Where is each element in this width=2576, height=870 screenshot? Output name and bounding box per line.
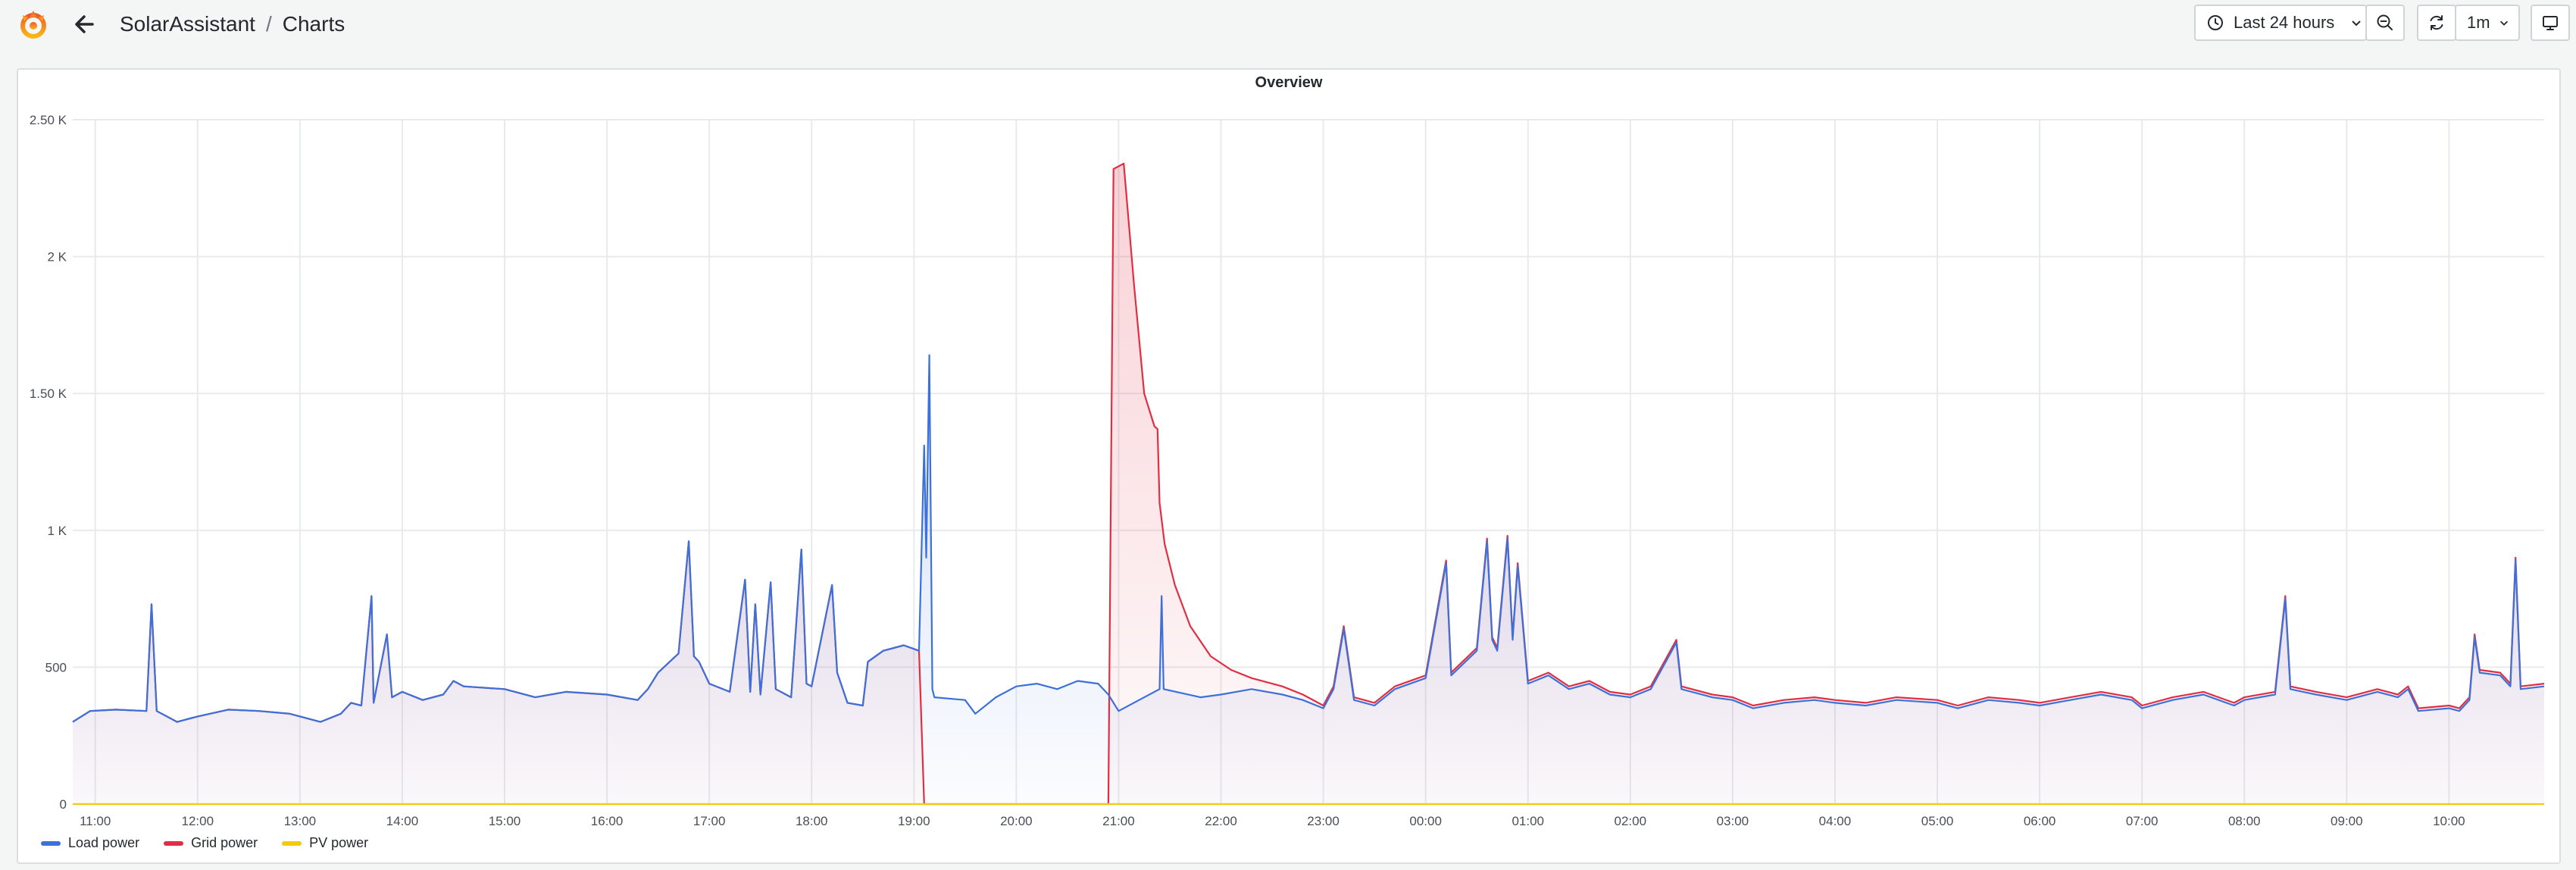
breadcrumb-separator: / [265,12,272,36]
x-tick-label: 15:00 [489,814,521,828]
chevron-down-icon [2499,20,2508,26]
clock-icon [2208,15,2223,30]
time-range-label: Last 24 hours [2234,13,2335,32]
legend-label: PV power [309,835,369,850]
series-area-load-power [73,355,2544,805]
y-tick-label: 2.50 K [30,113,67,127]
x-tick-label: 19:00 [898,814,930,828]
legend-item-load-power[interactable]: Load power [41,835,139,851]
legend-item-grid-power[interactable]: Grid power [164,835,258,851]
legend-item-pv-power[interactable]: PV power [282,835,368,851]
refresh-icon [2430,15,2443,30]
grafana-logo-icon[interactable] [17,8,50,41]
x-tick-label: 10:00 [2433,814,2465,828]
x-tick-label: 01:00 [1512,814,1544,828]
x-tick-label: 07:00 [2126,814,2159,828]
x-tick-label: 04:00 [1819,814,1852,828]
chart-panel: Overview 0 500 1 K 1.50 K 2 K 2.50 K 11:00 12:0… [17,68,2561,864]
legend-swatch [282,840,302,846]
x-tick-label: 13:00 [284,814,317,828]
x-tick-label: 23:00 [1307,814,1340,828]
dashboard-title[interactable]: Charts [282,12,345,36]
refresh-button[interactable] [2417,5,2456,41]
y-tick-label: 2 K [47,250,67,264]
zoom-out-button[interactable] [2365,5,2405,41]
x-tick-label: 02:00 [1615,814,1647,828]
breadcrumb-folder-link[interactable]: SolarAssistant [120,12,255,36]
refresh-interval-label: 1m [2467,13,2490,32]
legend-swatch [41,840,61,846]
x-tick-label: 17:00 [693,814,726,828]
legend-label: Grid power [191,835,258,850]
refresh-interval-picker[interactable]: 1m [2455,5,2520,41]
chart-legend: Load power Grid power PV power [41,835,368,851]
x-tick-label: 12:00 [182,814,214,828]
x-tick-label: 21:00 [1102,814,1135,828]
arrow-left-icon[interactable] [70,9,103,39]
y-tick-label: 500 [45,660,67,674]
x-tick-label: 22:00 [1205,814,1237,828]
top-navbar: SolarAssistant / Charts Last 24 hours 1m [0,0,2576,49]
x-tick-label: 14:00 [386,814,419,828]
legend-label: Load power [68,835,140,850]
breadcrumb: SolarAssistant / Charts [120,9,345,39]
x-tick-label: 09:00 [2331,814,2363,828]
time-series-chart[interactable]: 0 500 1 K 1.50 K 2 K 2.50 K 11:00 12:00 13:00 14:… [18,70,2559,862]
panel-title[interactable]: Overview [1255,74,1323,91]
x-tick-label: 18:00 [796,814,828,828]
tv-mode-button[interactable] [2531,5,2570,41]
x-tick-label: 16:00 [591,814,624,828]
series-line-load-power[interactable] [72,354,2545,723]
x-tick-label: 00:00 [1409,814,1442,828]
y-tick-label: 1 K [47,524,67,538]
zoom-out-icon [2377,14,2393,30]
y-tick-label: 1.50 K [30,386,67,401]
x-tick-label: 11:00 [80,814,111,828]
chevron-down-icon [2352,20,2362,27]
time-range-picker[interactable]: Last 24 hours [2194,5,2367,41]
x-tick-label: 06:00 [2024,814,2056,828]
x-tick-label: 08:00 [2228,814,2261,828]
x-tick-label: 20:00 [1000,814,1033,828]
tv-monitor-icon [2543,16,2558,30]
legend-swatch [164,840,184,846]
x-tick-label: 05:00 [1921,814,1954,828]
y-tick-label: 0 [60,797,67,812]
x-tick-label: 03:00 [1717,814,1749,828]
